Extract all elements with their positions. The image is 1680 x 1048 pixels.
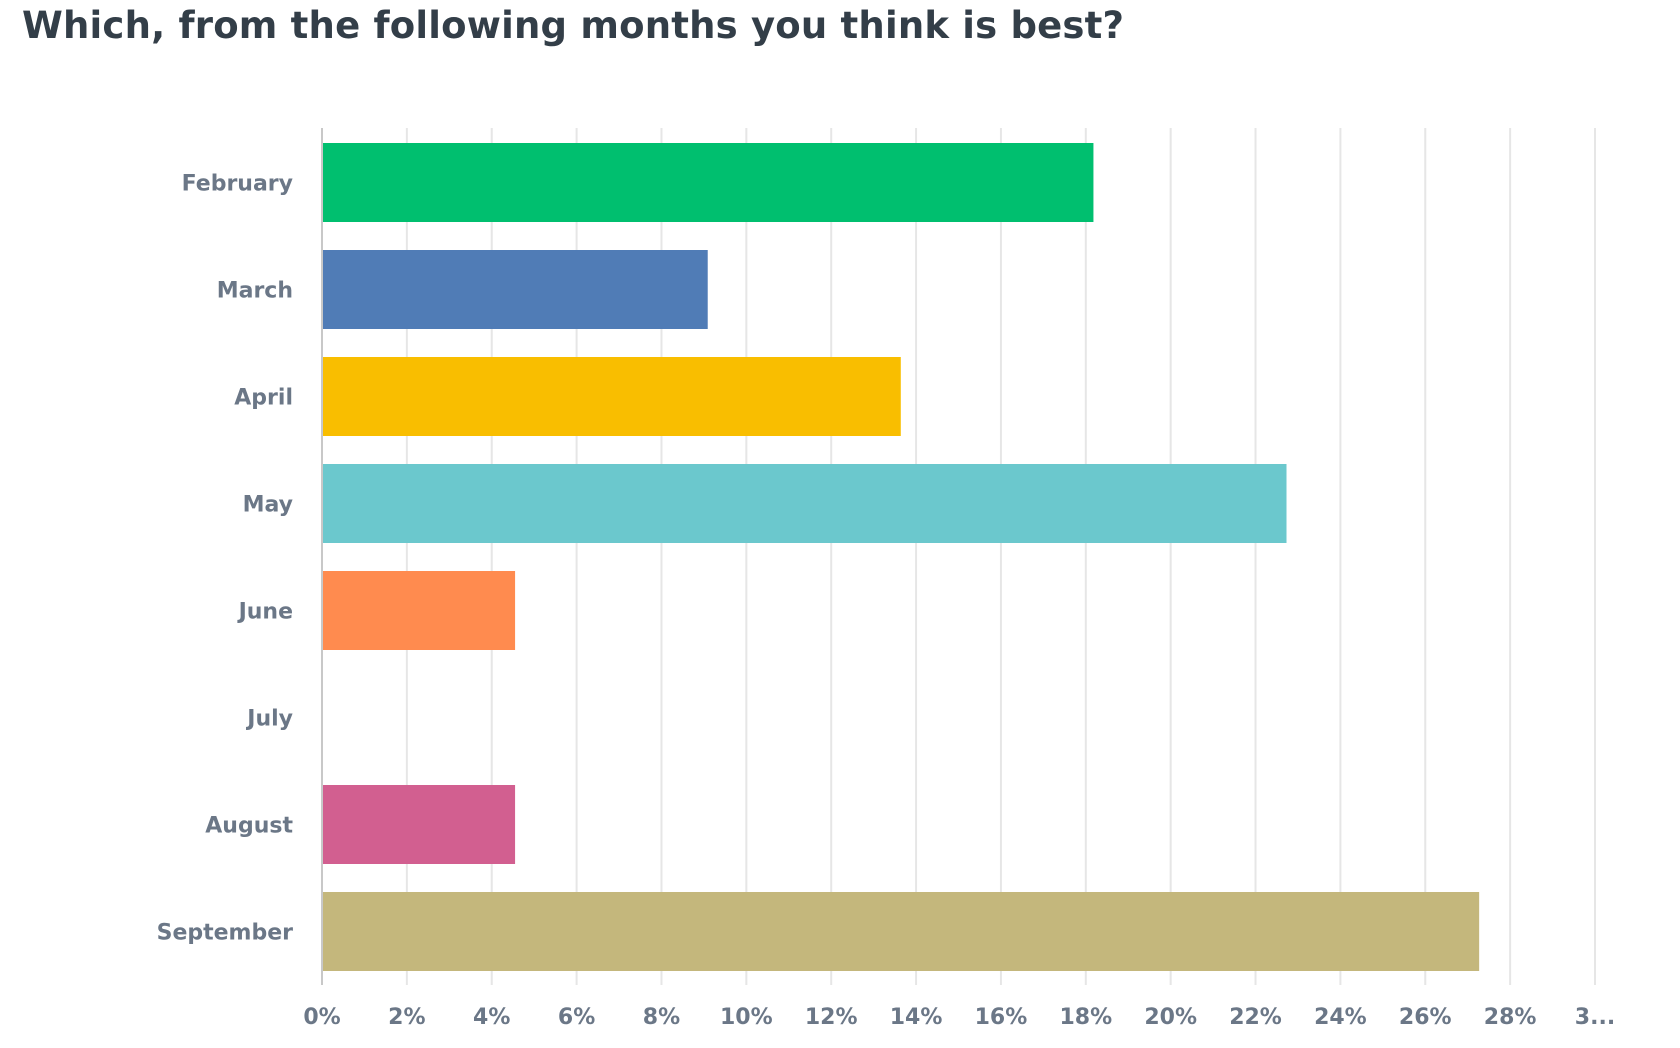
x-tick-label: 22% (1229, 1005, 1282, 1030)
category-label-june: June (237, 600, 293, 625)
bar-february[interactable] (323, 143, 1094, 222)
x-tick-label: 20% (1144, 1005, 1197, 1030)
x-tick-label: 0% (303, 1005, 340, 1030)
x-tick-label: 10% (720, 1005, 773, 1030)
x-tick-label: 18% (1059, 1005, 1112, 1030)
x-tick-label: 16% (975, 1005, 1028, 1030)
x-tick-label: 4% (473, 1005, 510, 1030)
bar-april[interactable] (323, 357, 901, 436)
category-label-september: September (157, 921, 294, 946)
category-label-july: July (245, 707, 293, 732)
x-tick-label: 12% (805, 1005, 858, 1030)
bar-june[interactable] (323, 571, 516, 650)
x-tick-label: 24% (1314, 1005, 1367, 1030)
category-labels: February March April May June July August Septe… (157, 172, 294, 946)
x-tick-label: 2% (388, 1005, 425, 1030)
category-label-may: May (243, 493, 293, 518)
category-label-february: February (182, 172, 293, 197)
bar-march[interactable] (323, 250, 708, 329)
bar-august[interactable] (323, 785, 516, 864)
x-axis-tick-labels: 0% 2% 4% 6% 8% 10% 12% 14% 16% 18% 20% 22% 24% 26% 28%… (303, 1005, 1615, 1030)
bar-september[interactable] (323, 892, 1480, 971)
x-tick-label: 3... (1575, 1005, 1615, 1030)
x-tick-label: 28% (1484, 1005, 1537, 1030)
x-tick-label: 26% (1399, 1005, 1452, 1030)
category-label-march: March (217, 279, 293, 304)
x-tick-label: 14% (890, 1005, 943, 1030)
bar-may[interactable] (323, 464, 1287, 543)
x-tick-label: 6% (558, 1005, 595, 1030)
chart-title: Which, from the following months you thi… (22, 4, 1125, 47)
x-tick-label: 8% (643, 1005, 680, 1030)
bars (323, 143, 1480, 971)
category-label-august: August (205, 814, 293, 839)
category-label-april: April (234, 386, 293, 411)
